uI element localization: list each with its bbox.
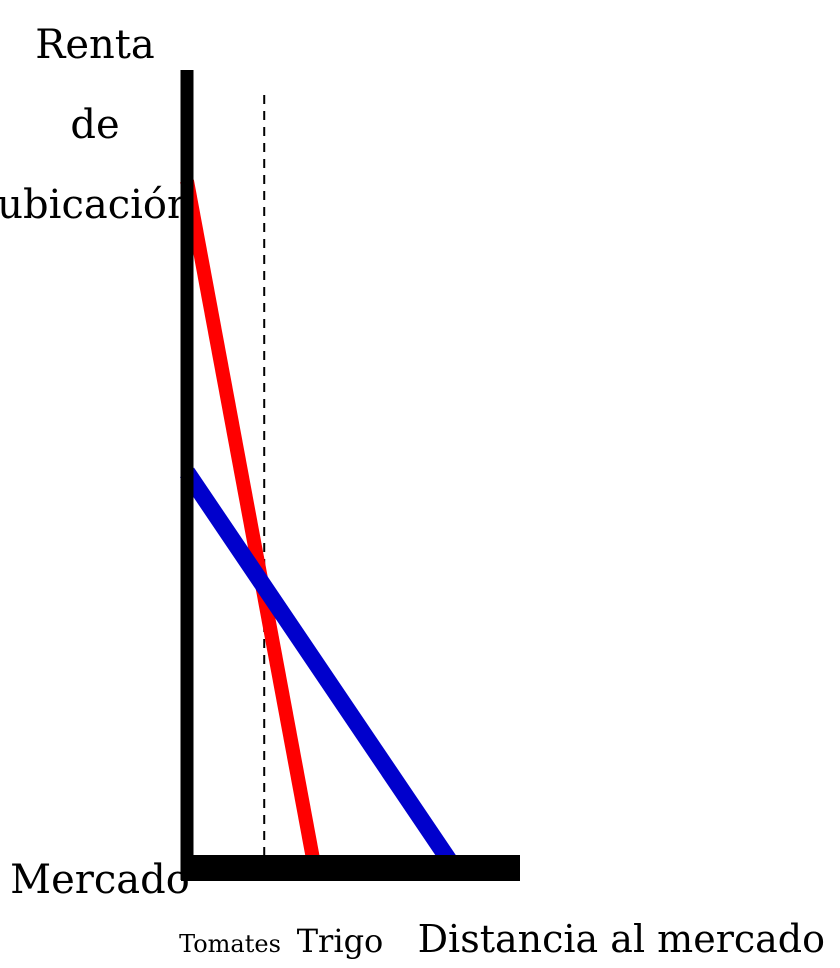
series-layer [179, 179, 462, 873]
x-tick-label-tomates: Tomates [179, 930, 281, 958]
x-tick-label-trigo: Trigo [297, 922, 384, 960]
series-line-blue [179, 467, 462, 873]
series-line-red [180, 179, 322, 870]
y-axis-label-line-3: ubicación [0, 182, 193, 228]
y-axis-label-line-2: de [70, 102, 119, 148]
origin-label: Mercado [10, 857, 190, 903]
y-axis-label-line-1: Renta [35, 22, 154, 68]
y-axis-label: Renta de ubicación [0, 22, 193, 228]
x-axis-label: Distancia al mercado [418, 917, 825, 961]
